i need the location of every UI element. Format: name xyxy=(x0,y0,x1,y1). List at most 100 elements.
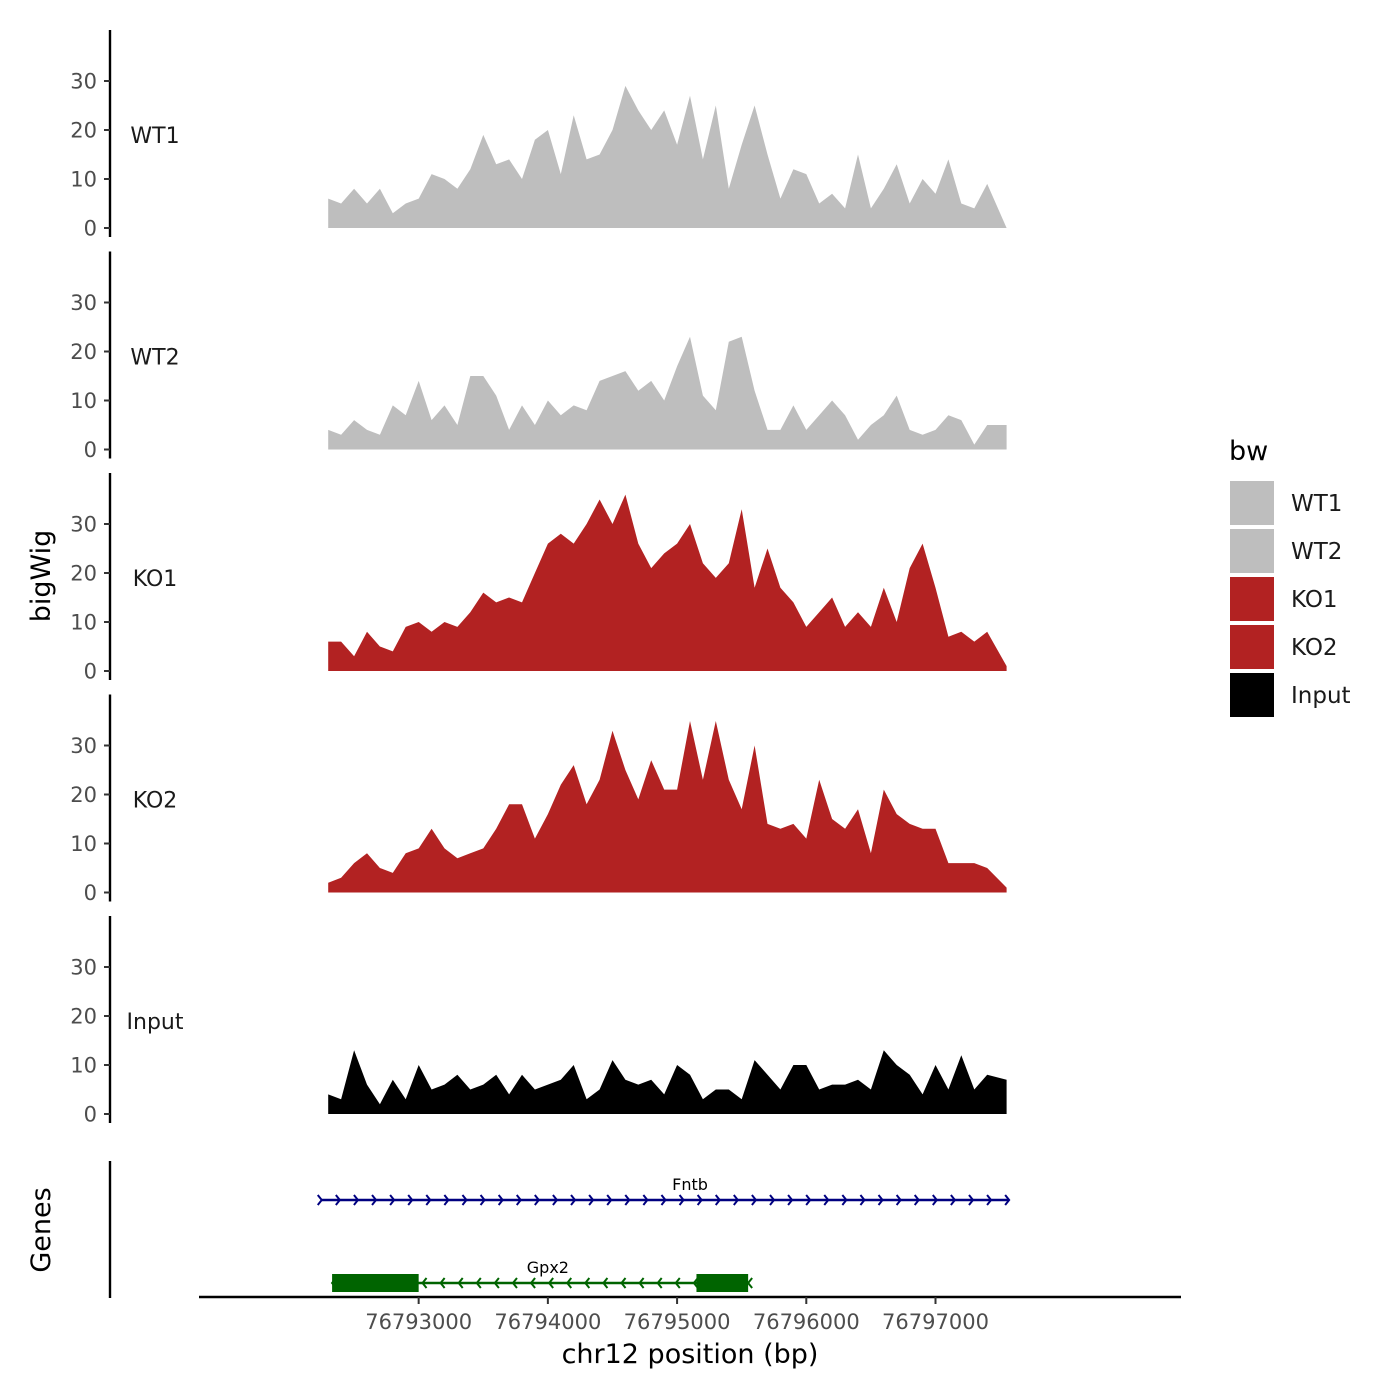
x-tick-label-76794000: 76794000 xyxy=(494,1310,601,1334)
y-tick-label-WT2-0: 0 xyxy=(84,438,97,462)
strand-arrow-Fntb xyxy=(1004,1194,1011,1206)
x-tick-label-76796000: 76796000 xyxy=(753,1310,860,1334)
y-tick-label-KO1-0: 0 xyxy=(84,660,97,684)
strand-arrow-Fntb xyxy=(570,1194,577,1206)
legend-label-WT1: WT1 xyxy=(1291,491,1342,517)
genes-panel: Fntb Gpx2 xyxy=(108,1161,1011,1298)
strand-arrow-Fntb xyxy=(335,1194,342,1206)
strand-arrow-Fntb xyxy=(425,1194,432,1206)
strand-arrow-Gpx2 xyxy=(547,1277,554,1289)
y-tick-label-Input-20: 20 xyxy=(70,1005,97,1029)
y-tick-label-WT1-10: 10 xyxy=(70,168,97,192)
x-axis-title: chr12 position (bp) xyxy=(562,1339,819,1370)
strand-arrow-Fntb xyxy=(877,1194,884,1206)
legend-label-KO1: KO1 xyxy=(1291,587,1338,613)
strand-arrow-Fntb xyxy=(660,1194,667,1206)
y-tick-label-KO2-30: 30 xyxy=(70,734,97,758)
strand-arrow-Fntb xyxy=(751,1194,758,1206)
y-tick-label-WT1-20: 20 xyxy=(70,119,97,143)
strand-arrow-Fntb xyxy=(895,1194,902,1206)
strand-arrow-Fntb xyxy=(678,1194,685,1206)
y-axis-title: bigWig xyxy=(26,530,57,623)
track-panels: 0 10 20 30 WT1 0 10 20 30 WT2 0 10 20 30 KO1 0 10 20 30 KO2… xyxy=(70,30,1007,1127)
gene-Fntb: Fntb xyxy=(316,1175,1011,1206)
area-WT1 xyxy=(328,85,1007,229)
strand-arrow-Fntb xyxy=(443,1194,450,1206)
y-tick-label-Input-30: 30 xyxy=(70,956,97,980)
y-tick-label-WT2-30: 30 xyxy=(70,291,97,315)
strand-arrow-Fntb xyxy=(588,1194,595,1206)
strand-arrow-Fntb xyxy=(316,1194,324,1206)
strand-arrow-Fntb xyxy=(534,1194,541,1206)
strand-arrow-Gpx2 xyxy=(493,1277,500,1289)
strand-arrow-Gpx2 xyxy=(620,1277,627,1289)
gene-label-Gpx2: Gpx2 xyxy=(527,1258,569,1277)
strand-arrow-Fntb xyxy=(696,1194,703,1206)
strand-arrow-Gpx2 xyxy=(674,1277,681,1289)
strand-arrow-Fntb xyxy=(515,1194,523,1206)
strand-arrow-Gpx2 xyxy=(511,1277,518,1289)
strand-arrow-Fntb xyxy=(986,1194,993,1206)
exon-Gpx2-0 xyxy=(332,1274,419,1292)
strand-arrow-Fntb xyxy=(461,1194,468,1206)
strand-arrow-Fntb xyxy=(859,1194,866,1206)
strand-arrow-Gpx2 xyxy=(584,1277,591,1289)
strand-arrow-Fntb xyxy=(913,1194,920,1206)
area-Input xyxy=(328,1050,1007,1114)
track-label-KO1: KO1 xyxy=(133,567,178,592)
track-KO2: 0 10 20 30 KO2 xyxy=(70,694,1007,905)
y-tick-label-KO1-30: 30 xyxy=(70,513,97,537)
strand-arrow-Fntb xyxy=(932,1194,939,1206)
legend-swatch-WT2 xyxy=(1228,527,1276,575)
x-axis: 76793000 76794000 76795000 76796000 76797000 xyxy=(199,1295,1181,1334)
exon-Gpx2-1 xyxy=(696,1274,749,1292)
strand-arrow-Fntb xyxy=(642,1194,649,1206)
track-label-WT1: WT1 xyxy=(130,124,179,149)
area-KO1 xyxy=(328,494,1007,671)
strand-arrow-Gpx2 xyxy=(638,1277,645,1289)
strand-arrow-Gpx2 xyxy=(529,1277,536,1289)
track-WT1: 0 10 20 30 WT1 xyxy=(70,30,1007,241)
gene-Gpx2: Gpx2 xyxy=(330,1258,753,1292)
legend-label-Input: Input xyxy=(1291,683,1351,709)
legend-label-WT2: WT2 xyxy=(1291,539,1342,565)
strand-arrow-Fntb xyxy=(950,1194,957,1206)
track-Input: 0 10 20 30 Input xyxy=(70,916,1007,1127)
strand-arrow-Fntb xyxy=(841,1194,848,1206)
track-KO1: 0 10 20 30 KO1 xyxy=(70,473,1007,684)
legend-swatch-WT1 xyxy=(1228,479,1276,527)
strand-arrow-Fntb xyxy=(407,1194,414,1206)
y-tick-label-WT1-0: 0 xyxy=(84,217,97,241)
genes-axis-title: Genes xyxy=(26,1187,57,1272)
legend-swatch-Input xyxy=(1228,671,1276,719)
y-tick-label-Input-0: 0 xyxy=(84,1103,97,1127)
y-tick-label-KO2-0: 0 xyxy=(84,881,97,905)
strand-arrow-Gpx2 xyxy=(746,1277,753,1289)
strand-arrow-Gpx2 xyxy=(602,1277,609,1289)
strand-arrow-Fntb xyxy=(371,1194,378,1206)
legend: bw WT1 WT2 KO1 KO2 Input xyxy=(1228,436,1351,719)
y-tick-label-KO1-20: 20 xyxy=(70,562,97,586)
strand-arrow-Gpx2 xyxy=(439,1277,446,1289)
strand-arrow-Fntb xyxy=(353,1194,360,1206)
strand-arrow-Fntb xyxy=(552,1194,559,1206)
legend-swatch-KO1 xyxy=(1228,575,1276,623)
y-tick-label-WT1-30: 30 xyxy=(70,70,97,94)
x-tick-label-76795000: 76795000 xyxy=(624,1310,731,1334)
strand-arrow-Fntb xyxy=(606,1194,613,1206)
area-WT2 xyxy=(328,336,1007,450)
strand-arrow-Fntb xyxy=(805,1194,812,1206)
strand-arrow-Gpx2 xyxy=(565,1277,573,1289)
y-tick-label-WT2-20: 20 xyxy=(70,340,97,364)
strand-arrow-Fntb xyxy=(624,1194,631,1206)
y-tick-label-Input-10: 10 xyxy=(70,1054,97,1078)
track-label-WT2: WT2 xyxy=(130,345,179,370)
x-tick-label-76797000: 76797000 xyxy=(882,1310,989,1334)
strand-arrow-Fntb xyxy=(497,1194,504,1206)
strand-arrow-Gpx2 xyxy=(457,1277,464,1289)
strand-arrow-Fntb xyxy=(479,1194,486,1206)
y-tick-label-KO2-10: 10 xyxy=(70,832,97,856)
y-tick-label-KO1-10: 10 xyxy=(70,611,97,635)
track-WT2: 0 10 20 30 WT2 xyxy=(70,251,1007,462)
